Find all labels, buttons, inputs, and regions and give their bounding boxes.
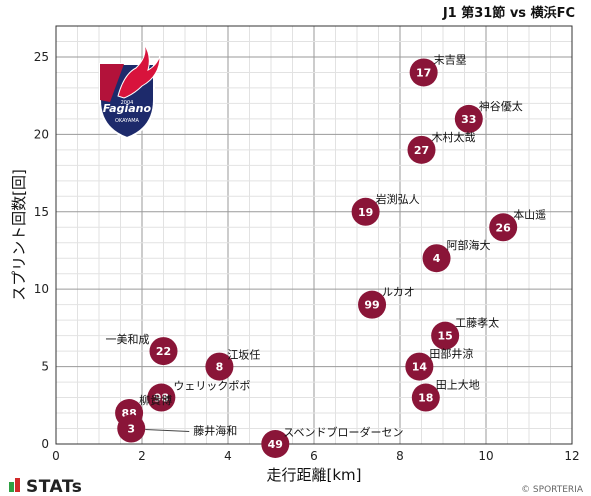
brand-footer: STATs © SPORTERIA bbox=[9, 477, 584, 496]
x-axis-ticks: 0 2 4 6 8 10 12 bbox=[52, 449, 579, 463]
logo-year: 2004 bbox=[121, 100, 134, 106]
point-label: スベンドブローダーセン bbox=[283, 425, 403, 439]
point-number: 3 bbox=[127, 423, 135, 436]
point-number: 18 bbox=[418, 392, 433, 405]
y-axis-ticks: 0 5 10 15 20 25 bbox=[34, 50, 49, 451]
point-number: 26 bbox=[496, 221, 512, 234]
point-label: 本山遥 bbox=[513, 207, 546, 221]
point-marker[interactable] bbox=[409, 58, 438, 87]
chart-title: J1 第31節 vs 横浜FC bbox=[442, 5, 575, 21]
point-marker[interactable] bbox=[149, 337, 178, 366]
point-number: 27 bbox=[414, 144, 429, 157]
point-label: 阿部海大 bbox=[447, 238, 491, 252]
x-axis-label: 走行距離[km] bbox=[266, 466, 361, 484]
point-label: 末吉塁 bbox=[434, 52, 467, 66]
plot-frame bbox=[55, 25, 573, 445]
player-point[interactable]: 98 ウェリックポポ bbox=[147, 380, 250, 412]
point-number: 19 bbox=[358, 206, 373, 219]
point-label: 柳貴博 bbox=[139, 393, 172, 407]
point-number: 4 bbox=[433, 252, 441, 265]
label-leader-line bbox=[145, 429, 190, 433]
point-number: 49 bbox=[268, 438, 283, 451]
team-logo: Fagiano 2004 OKAYAMA bbox=[99, 43, 161, 140]
point-label: 田部井涼 bbox=[429, 347, 473, 361]
point-marker[interactable] bbox=[411, 383, 440, 412]
point-marker[interactable] bbox=[431, 321, 460, 350]
y-tick-label: 10 bbox=[34, 282, 49, 296]
x-tick-label: 10 bbox=[478, 449, 493, 463]
point-label: 神谷優太 bbox=[479, 99, 523, 113]
point-marker[interactable] bbox=[407, 135, 436, 164]
point-label: 田上大地 bbox=[436, 378, 480, 392]
data-points: 17末吉塁33神谷優太27木村太哉19岩渕弘人26本山遥4阿部海大99ルカオ15… bbox=[106, 52, 546, 458]
point-label: 一美和成 bbox=[106, 333, 150, 346]
player-point[interactable]: 22 一美和成 bbox=[106, 333, 178, 366]
point-label: 木村太哉 bbox=[432, 130, 476, 144]
player-point[interactable]: 4 阿部海大 bbox=[422, 238, 491, 273]
point-marker[interactable] bbox=[358, 290, 387, 319]
stats-logo-icon bbox=[9, 478, 20, 492]
point-marker[interactable] bbox=[117, 414, 146, 443]
player-point[interactable]: 3 藤井海和 bbox=[117, 414, 237, 443]
y-tick-label: 15 bbox=[34, 205, 49, 219]
point-marker[interactable] bbox=[489, 213, 518, 242]
y-tick-label: 20 bbox=[34, 127, 49, 141]
y-tick-label: 0 bbox=[41, 437, 49, 451]
point-label: 藤井海和 bbox=[193, 424, 237, 438]
point-number: 98 bbox=[154, 392, 169, 405]
pheasant-icon bbox=[117, 43, 161, 99]
brand-name: STATs bbox=[26, 477, 82, 496]
point-number: 17 bbox=[416, 66, 431, 79]
logo-wordmark: Fagiano bbox=[103, 102, 152, 115]
point-number: 99 bbox=[364, 299, 379, 312]
x-tick-label: 4 bbox=[224, 449, 232, 463]
point-label: 岩渕弘人 bbox=[376, 192, 420, 206]
x-tick-label: 8 bbox=[396, 449, 404, 463]
point-marker[interactable] bbox=[422, 244, 451, 273]
x-tick-label: 6 bbox=[310, 449, 318, 463]
point-marker[interactable] bbox=[351, 197, 380, 226]
point-number: 15 bbox=[437, 330, 452, 343]
point-marker[interactable] bbox=[454, 104, 483, 133]
logo-subtext: OKAYAMA bbox=[115, 118, 140, 124]
point-marker[interactable] bbox=[261, 430, 290, 458]
point-marker[interactable] bbox=[205, 352, 234, 381]
shield-stripe-icon bbox=[100, 64, 124, 102]
point-number: 14 bbox=[412, 361, 428, 374]
point-marker[interactable] bbox=[147, 383, 176, 412]
point-label: 江坂任 bbox=[227, 349, 260, 362]
y-tick-label: 5 bbox=[41, 360, 49, 374]
x-tick-label: 12 bbox=[564, 449, 579, 463]
point-number: 22 bbox=[156, 345, 171, 358]
point-number: 33 bbox=[461, 113, 476, 126]
point-label: ウェリックポポ bbox=[173, 380, 250, 393]
point-number: 8 bbox=[216, 361, 224, 374]
copyright: © SPORTERIA bbox=[521, 485, 584, 495]
x-tick-label: 2 bbox=[138, 449, 146, 463]
point-marker[interactable] bbox=[405, 352, 434, 381]
point-label: ルカオ bbox=[382, 286, 415, 299]
y-axis-label: スプリント回数[回] bbox=[10, 169, 28, 301]
x-tick-label: 0 bbox=[52, 449, 60, 463]
point-label: 工藤孝太 bbox=[455, 317, 499, 330]
y-tick-label: 25 bbox=[34, 50, 49, 64]
